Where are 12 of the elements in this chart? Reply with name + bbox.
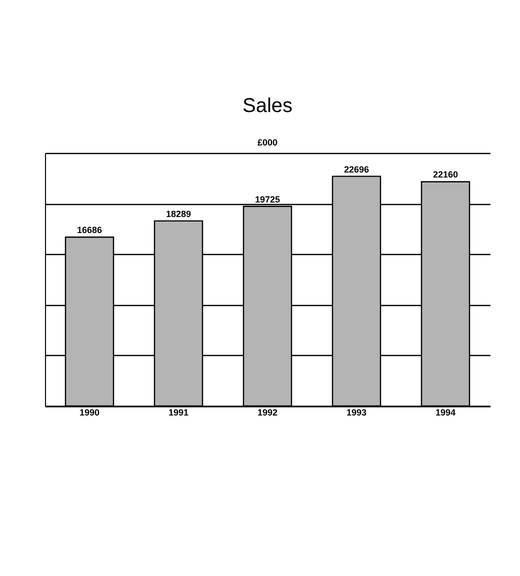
data-label: 18289 <box>166 208 192 219</box>
data-label: 19725 <box>254 194 280 204</box>
x-tick-label: 1993 <box>346 408 367 418</box>
x-tick-label: 1990 <box>79 408 100 418</box>
x-tick-label: 1992 <box>257 408 278 418</box>
chart-title: Sales <box>242 95 293 117</box>
data-label: 22160 <box>432 170 458 180</box>
y-axis-title: £000 <box>257 138 278 148</box>
x-tick-label: 1994 <box>435 408 456 418</box>
data-label: 22696 <box>344 164 370 174</box>
x-tick-label: 1991 <box>168 408 189 418</box>
data-label: 16686 <box>76 225 102 236</box>
